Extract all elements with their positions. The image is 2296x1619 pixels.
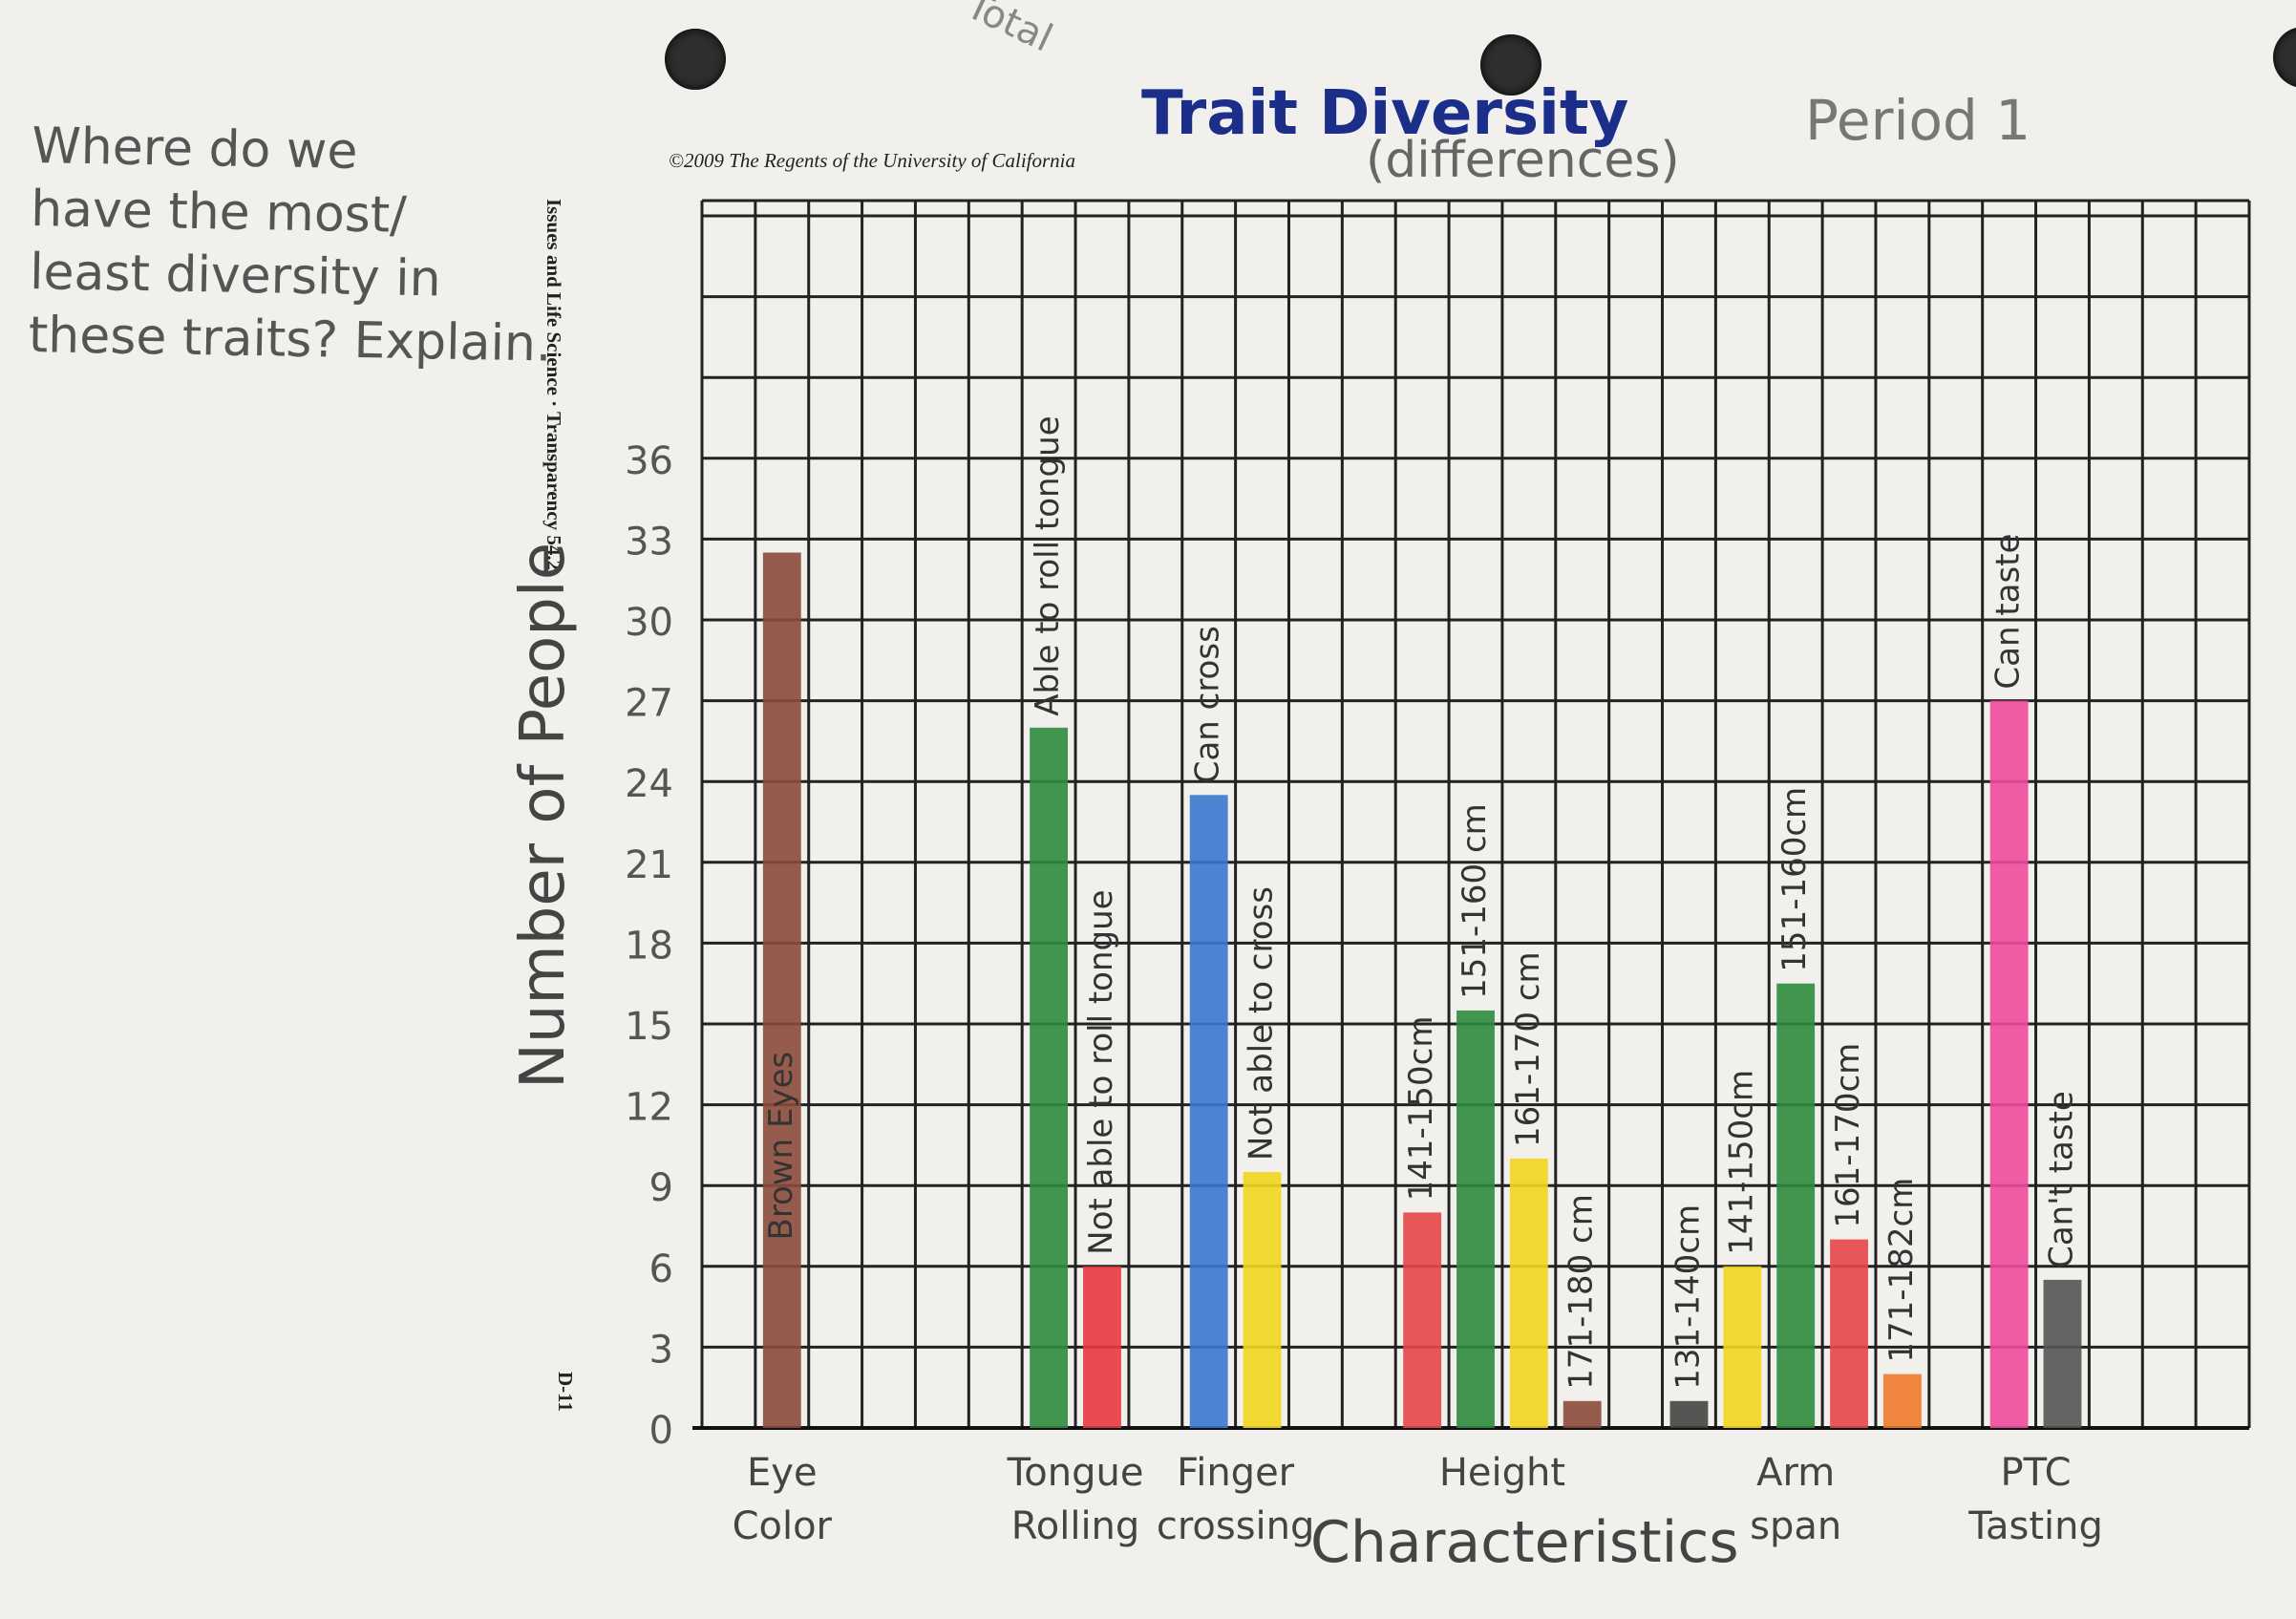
category-label: Rolling [1011, 1504, 1140, 1548]
y-tick-label: 9 [649, 1166, 673, 1210]
copyright-text: ©2009 The Regents of the University of C… [669, 149, 1075, 172]
bar-label: 151-160cm [1775, 787, 1814, 972]
bar-label: Can't taste [2042, 1091, 2080, 1268]
y-tick-label: 12 [625, 1086, 673, 1130]
bar [1723, 1266, 1762, 1428]
bar-label: 161-170cm [1829, 1043, 1867, 1228]
bar-label: Can cross [1189, 626, 1227, 783]
bar-label: Not able to cross [1243, 886, 1281, 1161]
y-tick-label: 15 [625, 1005, 673, 1049]
y-tick-label: 6 [649, 1247, 673, 1291]
category-label: Tongue [1007, 1451, 1144, 1495]
bar-label: 171-180 cm [1563, 1194, 1601, 1390]
category-label: Arm [1756, 1451, 1835, 1495]
y-tick-label: 18 [625, 924, 673, 968]
bar-label: 141-150cm [1402, 1016, 1440, 1202]
y-tick-label: 36 [625, 439, 673, 483]
punch-hole [665, 29, 726, 90]
bar-label: 161-170 cm [1509, 951, 1547, 1147]
category-label: Tasting [1967, 1504, 2103, 1548]
bar-label: Not able to roll tongue [1082, 889, 1120, 1254]
y-tick-label: 0 [649, 1409, 673, 1453]
y-tick-label: 21 [625, 843, 673, 887]
bar-label: 141-150cm [1722, 1070, 1760, 1255]
bar [762, 552, 801, 1428]
category-label: Finger [1177, 1451, 1295, 1495]
y-tick-label: 3 [649, 1328, 673, 1372]
bar [1030, 727, 1069, 1428]
bar-label: Can taste [1989, 534, 2028, 690]
chart-title: Trait Diversity [1141, 78, 1629, 149]
punch-hole [1480, 34, 1541, 96]
bar [1830, 1239, 1868, 1428]
y-tick-label: 24 [625, 762, 673, 806]
bar [1776, 983, 1816, 1428]
chart-subtitle: (differences) [1366, 132, 1680, 189]
bar [1669, 1400, 1709, 1428]
y-tick-label: 33 [625, 520, 673, 564]
category-label: crossing [1157, 1504, 1315, 1548]
y-tick-label: 27 [625, 682, 673, 726]
bar [1403, 1212, 1442, 1428]
category-label: span [1750, 1504, 1841, 1548]
bar [1456, 1010, 1495, 1428]
bar [1189, 795, 1228, 1428]
bar [1563, 1400, 1602, 1428]
bar-label: 131-140cm [1669, 1204, 1707, 1390]
category-label: Eye [747, 1451, 818, 1495]
category-label: PTC [2000, 1451, 2071, 1495]
bar-label: 171-182cm [1882, 1178, 1921, 1363]
bar [1882, 1374, 1922, 1428]
bar [1083, 1266, 1121, 1428]
bar-label: Brown Eyes [762, 1052, 800, 1241]
bar [1243, 1172, 1282, 1428]
bar [1989, 700, 2029, 1428]
y-tick-label: 30 [625, 601, 673, 645]
bar-label: Able to roll tongue [1029, 415, 1067, 715]
bar-label: 151-160 cm [1456, 803, 1494, 999]
bar [1509, 1159, 1548, 1428]
bar [2043, 1279, 2082, 1428]
period-label: Period 1 [1805, 88, 2031, 153]
x-axis-label: Characteristics [1310, 1509, 1739, 1576]
category-label: Color [733, 1504, 833, 1548]
category-label: Height [1439, 1451, 1565, 1495]
